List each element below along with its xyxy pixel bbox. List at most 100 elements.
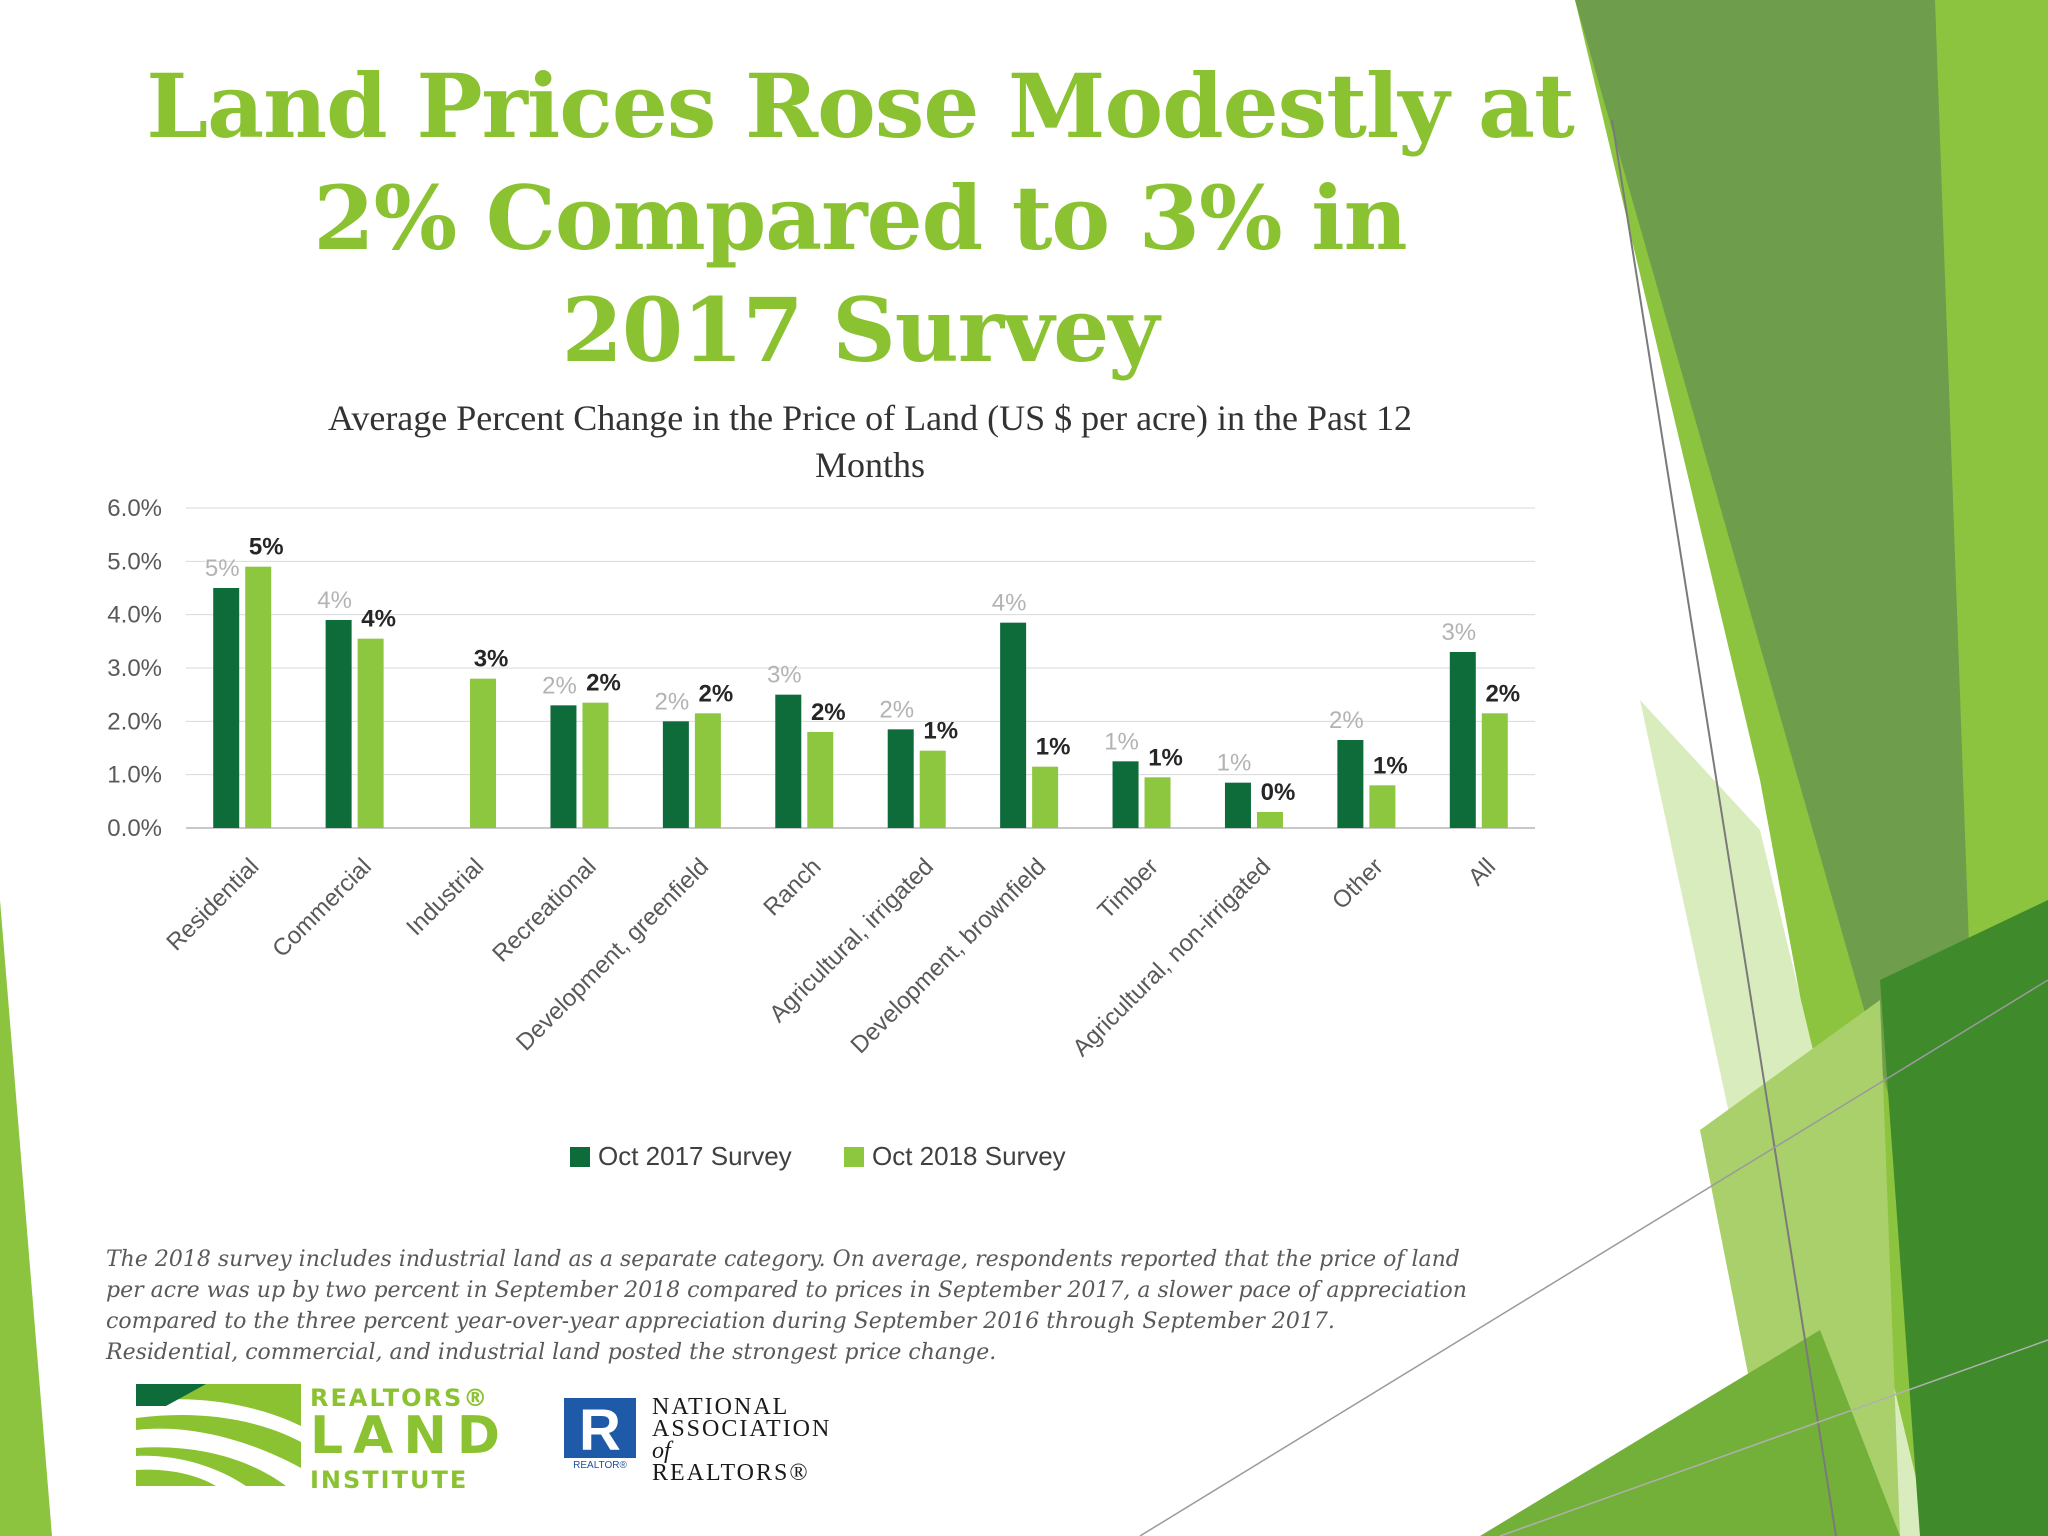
data-label-2017: 2% bbox=[655, 688, 690, 715]
bar-2018 bbox=[470, 678, 497, 828]
bar-2017 bbox=[1000, 622, 1027, 828]
y-tick-label: 6.0% bbox=[107, 495, 162, 522]
left-green-sliver bbox=[0, 900, 52, 1536]
data-labels: 5% 5% 4% 4% 3% 2% 2% 2% 2% 3% 2% 2% 1% 4% 1% 1% 1% 1% 0% 2%… bbox=[205, 534, 1520, 806]
legend-label-2017: Oct 2017 Survey bbox=[598, 1141, 792, 1171]
realtor-mark-caption: REALTOR® bbox=[573, 1460, 627, 1471]
nar-wordmark-association: ASSOCIATION bbox=[652, 1416, 832, 1442]
data-label-2018: 3% bbox=[474, 646, 509, 673]
data-label-2018: 4% bbox=[361, 606, 396, 633]
realtor-mark-letter: R bbox=[579, 1398, 621, 1463]
data-label-2018: 2% bbox=[586, 670, 621, 697]
note-line: Residential, commercial, and industrial … bbox=[106, 1340, 997, 1365]
nar-wordmark-of: of bbox=[652, 1438, 671, 1464]
bar-2018 bbox=[919, 750, 946, 828]
bar-2018 bbox=[1256, 812, 1283, 828]
category-label: Other bbox=[1327, 853, 1389, 915]
legend-swatch-2017 bbox=[570, 1147, 590, 1167]
data-label-2017: 4% bbox=[317, 587, 352, 614]
data-label-2018: 2% bbox=[811, 699, 846, 726]
data-label-2017: 5% bbox=[205, 555, 240, 582]
bar-chart: Average Percent Change in the Price of L… bbox=[107, 398, 1535, 1171]
rli-logo-arrow bbox=[136, 1384, 206, 1406]
nar-wordmark-line: NATIONAL bbox=[652, 1394, 790, 1420]
data-label-2018: 5% bbox=[249, 534, 284, 561]
rli-wordmark-line: LAND bbox=[310, 1406, 511, 1466]
data-label-2018: 0% bbox=[1261, 779, 1296, 806]
category-label: Residential bbox=[161, 853, 264, 956]
thin-diagonal-line bbox=[1611, 119, 1837, 1536]
bar-2018 bbox=[245, 566, 272, 828]
data-label-2017: 3% bbox=[767, 662, 802, 689]
y-tick-label: 2.0% bbox=[107, 708, 162, 735]
bottom-green-wedge bbox=[1480, 1330, 1900, 1536]
data-label-2017: 2% bbox=[879, 696, 914, 723]
data-label-2017: 2% bbox=[542, 672, 577, 699]
category-label: Development, brownfield bbox=[846, 853, 1052, 1059]
data-label-2017: 4% bbox=[992, 590, 1027, 617]
data-label-2017: 1% bbox=[1104, 728, 1139, 755]
survey-note: The 2018 survey includes industrial land… bbox=[106, 1244, 1506, 1368]
category-label: All bbox=[1463, 853, 1501, 891]
bar-2018 bbox=[694, 713, 721, 828]
realtor-r-mark-logo: R bbox=[564, 1398, 636, 1463]
data-label-2018: 1% bbox=[1373, 752, 1408, 779]
bar-2017 bbox=[1337, 740, 1364, 828]
bar-2018 bbox=[1481, 713, 1508, 828]
slide-title-line: Land Prices Rose Modestly at bbox=[146, 54, 1574, 158]
realtors-land-institute-logo bbox=[136, 1384, 301, 1486]
gridlines bbox=[186, 507, 1535, 829]
category-label: Recreational bbox=[487, 853, 601, 967]
data-label-2018: 2% bbox=[1485, 680, 1520, 707]
chart-title: Average Percent Change in the Price of L… bbox=[328, 398, 1412, 438]
slide-title-line: 2% Compared to 3% in bbox=[313, 166, 1407, 270]
slide-title-line: 2017 Survey bbox=[561, 278, 1160, 382]
bar-2018 bbox=[1032, 766, 1059, 828]
bar-2018 bbox=[807, 732, 834, 828]
y-axis: 0.0% 1.0% 2.0% 3.0% 4.0% 5.0% 6.0% bbox=[107, 495, 162, 842]
y-tick-label: 4.0% bbox=[107, 602, 162, 629]
y-tick-label: 1.0% bbox=[107, 762, 162, 789]
chart-legend: Oct 2017 Survey Oct 2018 Survey bbox=[570, 1141, 1066, 1171]
bar-2017 bbox=[213, 588, 240, 828]
bar-2017 bbox=[1112, 761, 1139, 828]
thin-diagonal-line bbox=[1499, 1339, 2048, 1536]
note-line: compared to the three percent year-over-… bbox=[106, 1309, 1335, 1334]
rli-logo-furrow bbox=[136, 1399, 301, 1442]
category-label: Timber bbox=[1093, 853, 1164, 924]
bar-2018 bbox=[1369, 785, 1396, 828]
data-label-2017: 1% bbox=[1217, 750, 1252, 777]
chart-title: Months bbox=[815, 445, 925, 485]
bar-2018 bbox=[582, 702, 609, 828]
data-label-2018: 1% bbox=[923, 718, 958, 745]
category-label: Industrial bbox=[401, 853, 489, 941]
bar-2018 bbox=[1144, 777, 1171, 828]
rli-logo-furrow bbox=[136, 1428, 301, 1486]
thin-diagonal-line bbox=[1139, 979, 2048, 1536]
category-label: Ranch bbox=[758, 853, 826, 921]
rli-wordmark-line: REALTORS® bbox=[310, 1384, 490, 1412]
right-green-panel-dark bbox=[1575, 0, 1980, 1250]
data-label-2018: 1% bbox=[1148, 744, 1183, 771]
category-label: Agricultural, non-irrigated bbox=[1068, 853, 1277, 1062]
bars bbox=[213, 566, 1508, 828]
bar-2017 bbox=[1449, 652, 1476, 828]
bar-2017 bbox=[325, 620, 352, 828]
y-tick-label: 3.0% bbox=[107, 655, 162, 682]
rli-logo-furrow bbox=[136, 1455, 246, 1486]
data-label-2018: 2% bbox=[699, 680, 734, 707]
bar-2017 bbox=[662, 721, 689, 828]
x-axis: Residential Commercial IndustrialRecreatio… bbox=[161, 853, 1501, 1062]
bar-2017 bbox=[775, 694, 802, 828]
bar-2017 bbox=[887, 729, 914, 828]
note-line: per acre was up by two percent in Septem… bbox=[106, 1278, 1467, 1303]
nar-wordmark-line: ASSOCIATION of bbox=[652, 1416, 832, 1464]
bar-2018 bbox=[357, 638, 384, 828]
rli-wordmark-line: INSTITUTE bbox=[310, 1466, 469, 1494]
realtor-mark-block bbox=[564, 1398, 636, 1458]
category-label: Development, greenfield bbox=[511, 853, 714, 1056]
legend-label-2018: Oct 2018 Survey bbox=[872, 1141, 1066, 1171]
right-green-panel-deep bbox=[1880, 900, 2048, 1536]
y-tick-label: 0.0% bbox=[107, 815, 162, 842]
